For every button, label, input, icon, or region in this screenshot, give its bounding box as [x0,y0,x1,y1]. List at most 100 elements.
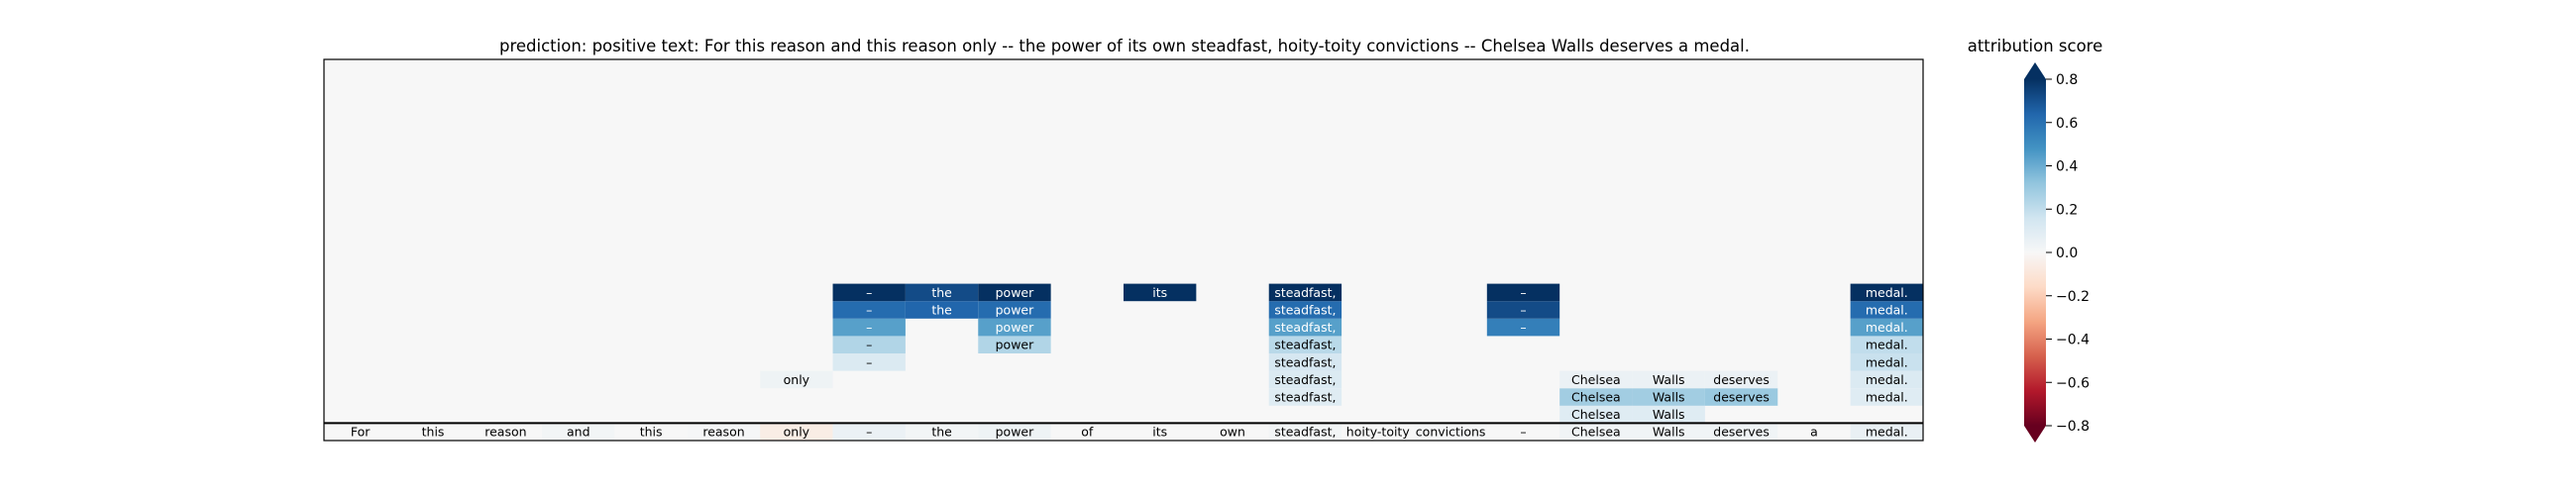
heatmap-cell [1632,405,1705,424]
cell-label: – [866,354,872,369]
heatmap-cell [1850,301,1923,319]
cell-label: its [1152,285,1167,300]
heatmap-cell [469,423,543,441]
heatmap-cell [1268,423,1342,441]
heatmap-cell [1486,301,1560,319]
cell-label: medal. [1866,372,1908,387]
cell-label: medal. [1866,303,1908,318]
heatmap-plot: For this reason and this reason only – the power o… [323,58,1924,442]
token-label: its [1152,425,1167,440]
heatmap-cell [1268,388,1342,406]
heatmap-cell [1632,370,1705,389]
token-label: only [784,425,810,440]
cell-label: medal. [1866,354,1908,369]
cell-label: steadfast, [1274,354,1336,369]
heatmap-cell [1850,370,1923,389]
heatmap-cell [760,370,833,389]
cell-label: medal. [1866,338,1908,352]
cell-label: steadfast, [1274,320,1336,335]
token-label: Walls [1653,425,1685,440]
cell-label: steadfast, [1274,390,1336,405]
heatmap-cell [1850,353,1923,371]
cell-label: medal. [1866,320,1908,335]
token-label: a [1810,425,1818,440]
heatmap-cell [1268,301,1342,319]
token-label: of [1081,425,1094,440]
cell-label: deserves [1713,372,1770,387]
heatmap-cell [1268,370,1342,389]
heatmap-cell [396,423,470,441]
cell-label: the [931,285,952,300]
cell-label: steadfast, [1274,303,1336,318]
heatmap-cell [978,423,1051,441]
heatmap-cell [1850,283,1923,302]
colorbar-extend-max [2024,62,2046,79]
heatmap-cell [1414,423,1487,441]
cell-label: – [1520,285,1526,300]
cell-label: the [931,303,952,318]
cell-label: Walls [1653,407,1685,422]
heatmap-cell [978,336,1051,353]
cell-label: steadfast, [1274,372,1336,387]
heatmap-cell [1268,318,1342,337]
heatmap-cell [687,423,761,441]
cell-label: Chelsea [1571,407,1621,422]
heatmap-cell [1850,388,1923,406]
colorbar-label: attribution score [1968,37,2103,55]
heatmap-cell [324,423,397,441]
heatmap-cell [760,423,833,441]
token-label: and [567,425,590,440]
token-label: reason [702,425,744,440]
token-label: own [1220,425,1245,440]
cell-label: power [996,320,1034,335]
heatmap-cell [1559,388,1633,406]
cell-label: Walls [1653,372,1685,387]
heatmap-cell [1559,370,1633,389]
token-label: For [351,425,371,440]
heatmap-cell [1124,423,1197,441]
heatmap-cell [1486,318,1560,337]
heatmap-cell [1777,423,1851,441]
cell-label: – [866,285,872,300]
token-label: this [640,425,663,440]
cell-label: deserves [1713,390,1770,405]
heatmap-cell [905,423,979,441]
cell-label: power [996,338,1034,352]
heatmap-cell [1632,388,1705,406]
heatmap-cell [1704,423,1778,441]
token-label: medal. [1866,425,1908,440]
heatmap-cell [1850,336,1923,353]
heatmap-cell [1850,318,1923,337]
cell-label: steadfast, [1274,338,1336,352]
heatmap-cell [1486,423,1560,441]
cell-label: steadfast, [1274,285,1336,300]
heatmap-cell [905,283,979,302]
heatmap-cell [978,301,1051,319]
heatmap-cell [1050,423,1124,441]
heatmap-cell [832,283,906,302]
cell-label: medal. [1866,285,1908,300]
cell-label: power [996,303,1034,318]
cell-label: – [1520,303,1526,318]
colorbar-tick-label: −0.6 [2056,375,2090,391]
heatmap-cell [542,423,615,441]
colorbar-tick-label: 0.4 [2056,159,2078,175]
token-label: convictions [1416,425,1486,440]
token-label: – [1520,425,1526,440]
heatmap-cell [978,318,1051,337]
heatmap-cell [832,301,906,319]
heatmap-cell [978,283,1051,302]
heatmap-cell [614,423,688,441]
heatmap-cell [905,301,979,319]
cell-label: – [1520,320,1526,335]
cell-label: power [996,285,1034,300]
heatmap-cell [1559,423,1633,441]
token-label: – [866,425,872,440]
colorbar-tick-label: 0.2 [2056,202,2078,218]
heatmap-cell [1196,423,1269,441]
colorbar-extend-min [2024,426,2046,443]
cell-label: Chelsea [1571,390,1621,405]
heatmap-cell [1850,423,1923,441]
cell-label: – [866,338,872,352]
